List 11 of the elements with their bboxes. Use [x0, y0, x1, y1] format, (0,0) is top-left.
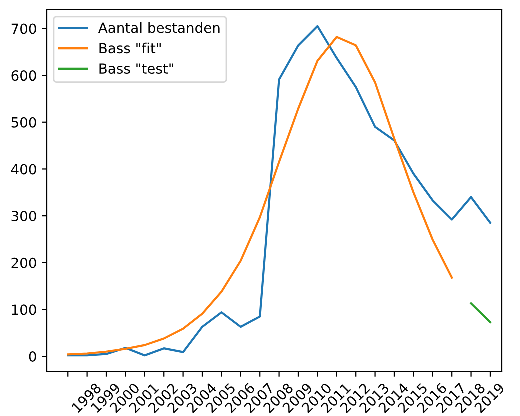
- y-tick-label: 300: [12, 211, 36, 222]
- legend-label: Bass "fit": [100, 42, 161, 54]
- y-tick-label: 600: [12, 70, 36, 82]
- y-tick-label: 200: [12, 258, 36, 268]
- y-tick-label: 0: [29, 352, 36, 362]
- y-tick-label: 500: [12, 117, 36, 128]
- y-tick-label: 100: [12, 304, 36, 316]
- y-tick-label: 400: [11, 164, 36, 175]
- legend-label: Bass "test": [100, 64, 174, 74]
- legend-label: Aantal bestanden: [98, 22, 220, 34]
- y-tick-label: 700: [12, 24, 36, 34]
